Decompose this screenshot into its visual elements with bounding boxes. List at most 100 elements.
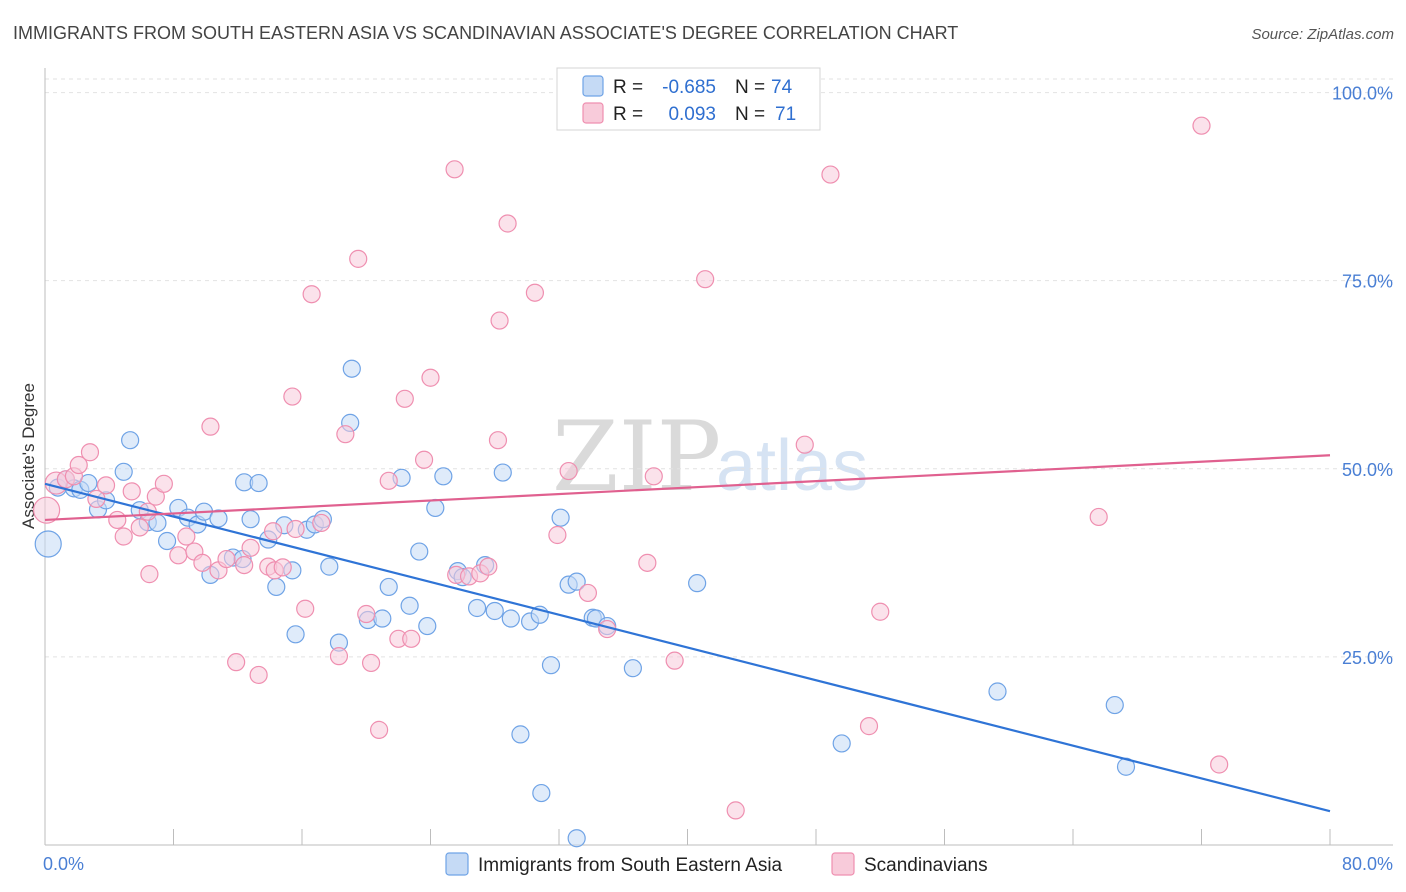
point-series-0-8 xyxy=(114,462,133,481)
point-series-1-48 xyxy=(445,160,464,179)
legend-label-scandinavians[interactable]: Scandinavians xyxy=(864,855,988,876)
point-series-1-68 xyxy=(859,717,879,736)
point-series-1-14 xyxy=(146,487,165,506)
point-series-1-61 xyxy=(638,553,657,572)
point-series-0-48 xyxy=(467,598,487,618)
legend-label-sea[interactable]: Immigrants from South Eastern Asia xyxy=(478,855,783,876)
point-series-0-13 xyxy=(157,531,177,551)
point-series-0-43 xyxy=(418,616,437,636)
point-series-1-69 xyxy=(871,602,890,621)
point-series-1-13 xyxy=(140,565,159,584)
point-series-1-23 xyxy=(227,653,246,672)
x-tick-label-1: 80.0% xyxy=(1342,854,1393,874)
point-series-1-46 xyxy=(414,450,434,469)
point-series-0-66 xyxy=(688,574,707,593)
point-series-0-26 xyxy=(267,577,286,597)
point-series-1-16 xyxy=(169,546,188,565)
point-series-1-17 xyxy=(177,527,196,546)
y-tick-label-2: 75.0% xyxy=(1342,272,1393,292)
point-series-0-68 xyxy=(988,682,1007,701)
watermark-atlas: atlas xyxy=(716,426,868,506)
point-series-1-4 xyxy=(69,455,88,475)
point-series-1-42 xyxy=(379,471,398,490)
point-series-1-38 xyxy=(349,249,368,268)
stats-r-value-sea: -0.685 xyxy=(662,77,716,98)
point-series-1-5 xyxy=(80,443,100,462)
stats-n-label-scandinavians: N = xyxy=(735,104,765,125)
point-series-0-52 xyxy=(501,609,520,628)
point-series-1-39 xyxy=(357,604,376,624)
y-tick-label-0: 25.0% xyxy=(1342,648,1393,668)
point-series-1-34 xyxy=(302,285,321,304)
stats-swatch-scandinavians xyxy=(582,102,604,124)
point-series-1-47 xyxy=(421,368,440,387)
point-series-1-37 xyxy=(336,425,355,444)
point-series-1-72 xyxy=(1210,755,1229,774)
point-series-0-24 xyxy=(249,473,268,493)
chart-source: Source: ZipAtlas.com xyxy=(1251,26,1394,43)
point-series-1-32 xyxy=(286,519,305,539)
point-series-0-51 xyxy=(493,463,512,482)
y-tick-label-3: 100.0% xyxy=(1332,84,1393,104)
point-series-1-40 xyxy=(361,653,381,673)
point-series-0-35 xyxy=(342,359,361,378)
point-series-1-19 xyxy=(193,553,212,572)
point-series-1-15 xyxy=(154,474,173,493)
point-series-0-23 xyxy=(241,510,260,529)
point-series-1-41 xyxy=(370,720,389,739)
point-series-1-54 xyxy=(490,311,509,330)
point-series-1-24 xyxy=(235,555,254,575)
point-series-0-45 xyxy=(434,467,453,486)
point-series-1-35 xyxy=(312,513,331,533)
stats-r-label-sea: R = xyxy=(613,77,643,98)
point-series-0-50 xyxy=(485,601,504,621)
legend-swatch-scandinavians[interactable] xyxy=(831,852,855,876)
point-series-1-56 xyxy=(525,283,545,302)
point-series-0-33 xyxy=(320,557,339,576)
stats-r-label-scandinavians: R = xyxy=(613,104,643,125)
point-series-1-71 xyxy=(1192,116,1211,135)
stats-n-label-sea: N = xyxy=(735,77,765,98)
point-series-0-67 xyxy=(832,734,851,753)
point-series-1-0 xyxy=(33,496,61,524)
point-series-1-67 xyxy=(821,165,840,184)
point-series-1-11 xyxy=(130,518,149,537)
point-series-1-26 xyxy=(249,665,268,685)
point-series-0-61 xyxy=(567,829,586,848)
series-legend: Immigrants from South Eastern Asia Scand… xyxy=(445,852,988,876)
point-series-1-62 xyxy=(644,467,663,486)
point-series-1-55 xyxy=(498,214,517,233)
stats-n-value-scandinavians: 71 xyxy=(775,104,796,125)
x-tick-labels: 0.0% 80.0% xyxy=(43,854,1393,874)
point-series-1-28 xyxy=(263,522,283,541)
point-series-1-52 xyxy=(479,557,498,576)
point-series-0-69 xyxy=(1105,695,1124,715)
stats-swatch-sea xyxy=(582,75,604,97)
chart-title: IMMIGRANTS FROM SOUTH EASTERN ASIA VS SC… xyxy=(13,23,958,43)
y-tick-label-1: 50.0% xyxy=(1342,460,1393,480)
point-series-0-57 xyxy=(541,656,561,675)
point-series-1-9 xyxy=(114,527,133,546)
watermark-zip: ZIP xyxy=(552,401,721,513)
point-series-0-41 xyxy=(400,596,419,615)
point-series-0-39 xyxy=(379,577,398,597)
axes xyxy=(44,68,1393,846)
point-series-0-58 xyxy=(551,508,570,527)
point-series-1-8 xyxy=(108,510,127,530)
point-series-1-25 xyxy=(241,538,260,557)
point-series-0-60 xyxy=(567,572,586,591)
point-series-1-31 xyxy=(283,387,302,406)
point-series-0-9 xyxy=(121,431,140,450)
trend-lines xyxy=(44,454,1331,813)
point-series-1-63 xyxy=(665,651,684,670)
point-series-1-53 xyxy=(488,431,508,450)
point-series-1-59 xyxy=(578,583,598,603)
stats-r-value-scandinavians: 0.093 xyxy=(668,104,716,125)
point-series-0-53 xyxy=(511,725,530,744)
trend-line-series-0 xyxy=(44,482,1331,813)
point-series-1-30 xyxy=(273,558,292,577)
point-series-0-29 xyxy=(286,625,305,644)
point-series-1-44 xyxy=(395,389,414,408)
legend-swatch-sea[interactable] xyxy=(445,852,469,876)
